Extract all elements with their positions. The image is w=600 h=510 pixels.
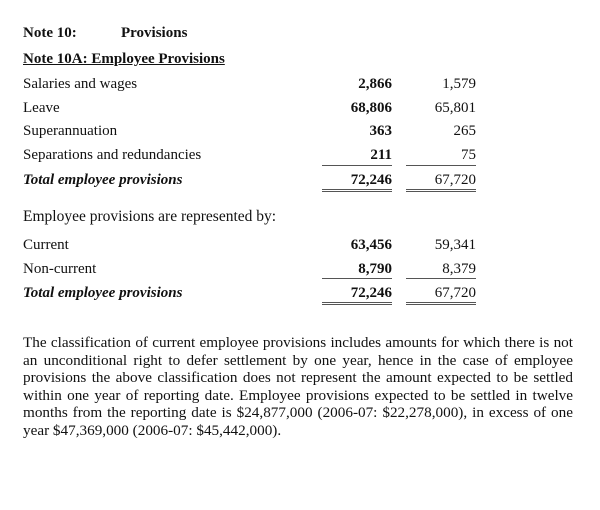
prior-year-value: 65,801 bbox=[434, 100, 476, 116]
current-year-value: 211 bbox=[370, 147, 392, 163]
row-label: Separations and redundancies bbox=[23, 147, 202, 163]
total-double-rule bbox=[322, 189, 392, 192]
subnote-heading: Note 10A: Employee Provisions bbox=[23, 51, 225, 67]
prior-year-value: 8,379 bbox=[442, 261, 476, 277]
current-year-value: 63,456 bbox=[350, 237, 392, 253]
prior-year-value: 265 bbox=[453, 123, 477, 139]
current-year-value: 68,806 bbox=[350, 100, 392, 116]
row-label: Current bbox=[23, 237, 69, 253]
subtotal-rule bbox=[406, 165, 476, 166]
note-title: Provisions bbox=[121, 25, 188, 41]
total-prior-year: 67,720 bbox=[434, 172, 476, 188]
row-label: Superannuation bbox=[23, 123, 118, 139]
total-current-year: 72,246 bbox=[350, 172, 392, 188]
total-prior-year: 67,720 bbox=[434, 285, 476, 301]
total-double-rule bbox=[322, 302, 392, 305]
total-double-rule bbox=[406, 189, 476, 192]
current-year-value: 8,790 bbox=[358, 261, 392, 277]
subtotal-rule bbox=[406, 278, 476, 279]
current-year-value: 2,866 bbox=[358, 76, 392, 92]
row-label: Salaries and wages bbox=[23, 76, 138, 92]
total-label: Total employee provisions bbox=[23, 285, 183, 301]
row-label: Leave bbox=[23, 100, 60, 116]
total-label: Total employee provisions bbox=[23, 172, 183, 188]
subtotal-rule bbox=[322, 278, 392, 279]
total-current-year: 72,246 bbox=[350, 285, 392, 301]
row-label: Non-current bbox=[23, 261, 97, 277]
explanatory-paragraph: The classification of current employee p… bbox=[23, 334, 573, 439]
prior-year-value: 75 bbox=[461, 147, 476, 163]
prior-year-value: 59,341 bbox=[434, 237, 476, 253]
note-number: Note 10: bbox=[23, 25, 77, 41]
represented-by-label: Employee provisions are represented by: bbox=[23, 208, 277, 225]
current-year-value: 363 bbox=[369, 123, 393, 139]
prior-year-value: 1,579 bbox=[442, 76, 476, 92]
subtotal-rule bbox=[322, 165, 392, 166]
total-double-rule bbox=[406, 302, 476, 305]
